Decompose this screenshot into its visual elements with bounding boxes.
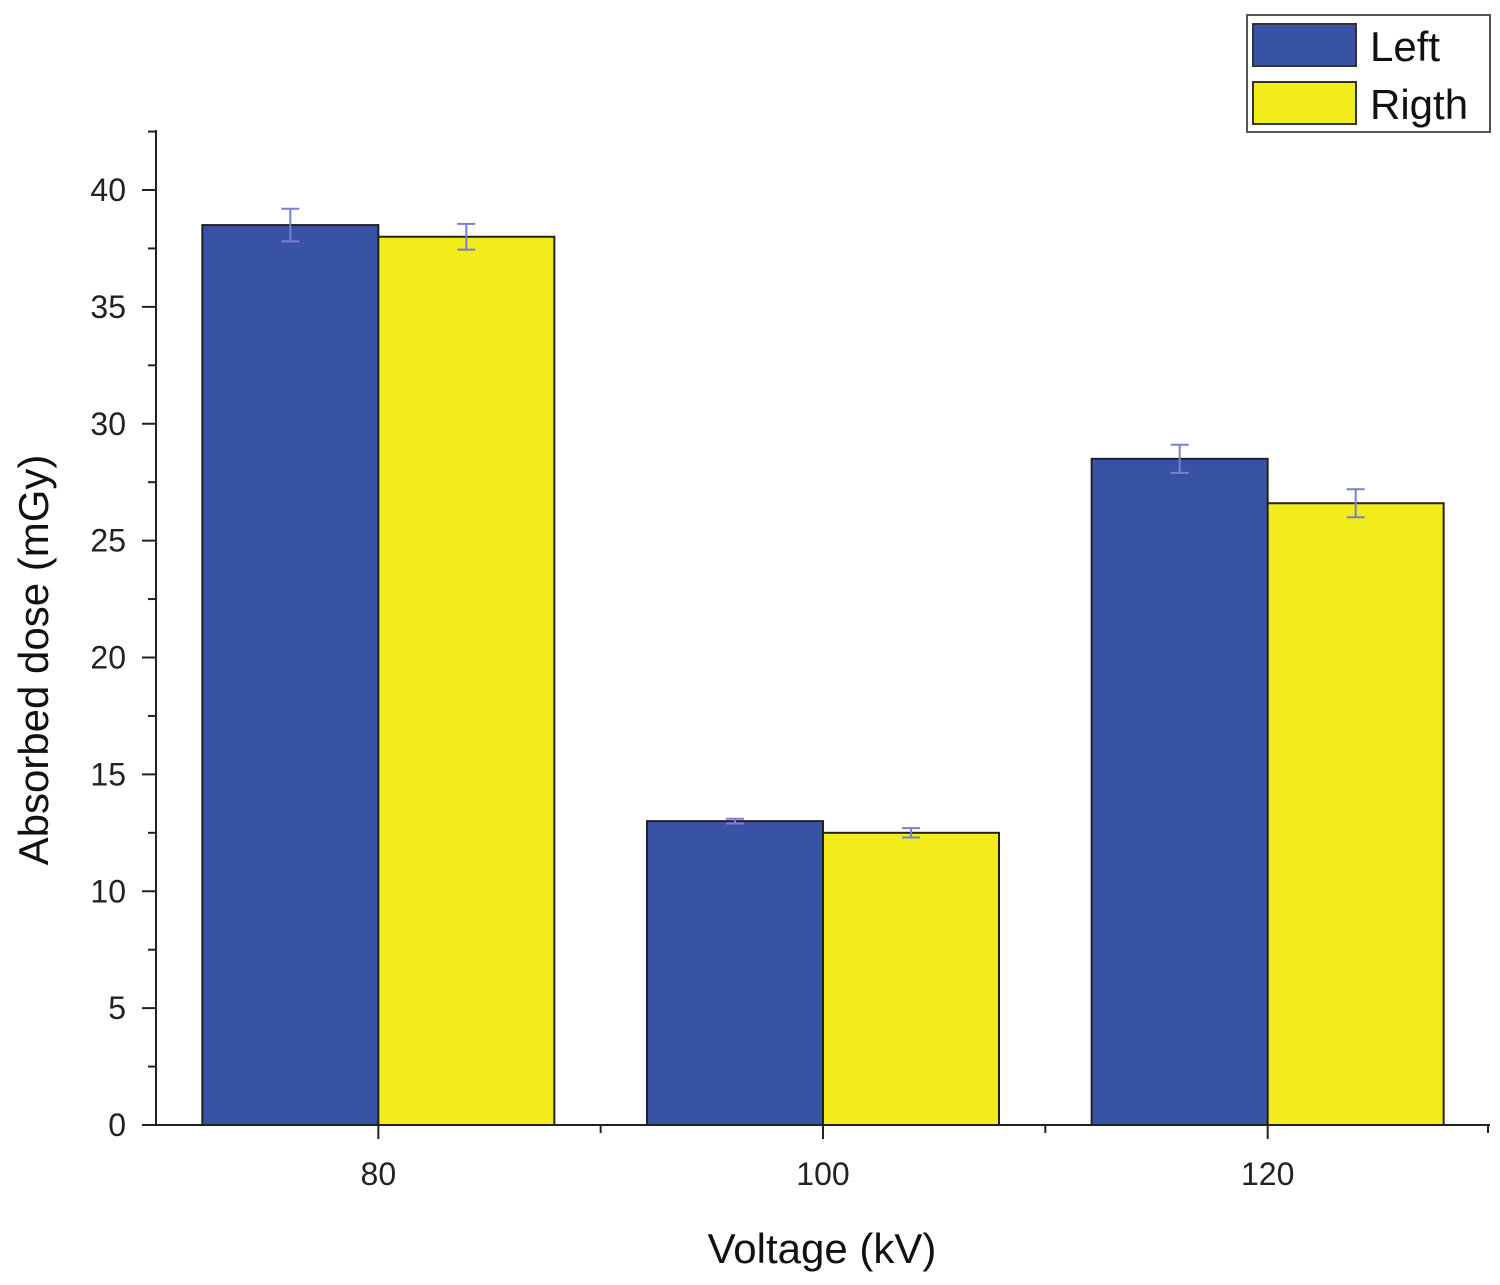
bar-left-120: [1090, 457, 1269, 1126]
error-bar-left-120: [1170, 443, 1189, 474]
error-bar-left-100: [726, 817, 744, 825]
legend: Left Rigth: [1246, 14, 1491, 133]
error-bar-rigth-80: [457, 222, 476, 251]
bar-rigth-100: [822, 831, 1000, 1126]
x-tick-label-80: 80: [361, 1156, 397, 1192]
x-tick-label-100: 100: [796, 1156, 849, 1192]
error-bar-rigth-100: [902, 827, 920, 839]
y-tick-label: 0: [108, 1107, 126, 1143]
y-axis-title: Absorbed dose (mGy): [10, 455, 57, 866]
bar-rigth-80: [377, 235, 556, 1126]
labels-layer: Voltage (kV) Absorbed dose (mGy): [10, 455, 936, 1272]
axes-layer: 0 5 10 15 20 25 30 35 40 80 100 120: [90, 130, 1490, 1192]
y-tick-label: 30: [90, 406, 126, 442]
y-tick-label: 5: [108, 990, 126, 1026]
y-tick-label: 35: [90, 289, 126, 325]
legend-label-rigth: Rigth: [1370, 81, 1468, 128]
bars-layer: [201, 224, 1445, 1127]
bar-rigth-120: [1266, 502, 1445, 1127]
error-bars-layer: [281, 207, 1365, 839]
error-bar-rigth-120: [1346, 488, 1365, 519]
y-tick-label: 25: [90, 523, 126, 559]
bar-left-100: [646, 820, 824, 1126]
y-tick-label: 15: [90, 756, 126, 792]
legend-swatch-rigth: [1252, 81, 1357, 125]
y-tick-label: 10: [90, 873, 126, 909]
y-tick-label: 20: [90, 640, 126, 676]
bar-left-80: [201, 224, 380, 1126]
x-axis-title: Voltage (kV): [708, 1225, 937, 1272]
legend-label-left: Left: [1370, 23, 1440, 70]
error-bar-left-80: [281, 207, 300, 243]
x-tick-label-120: 120: [1241, 1156, 1294, 1192]
legend-swatch-left: [1252, 23, 1357, 67]
y-tick-label: 40: [90, 172, 126, 208]
